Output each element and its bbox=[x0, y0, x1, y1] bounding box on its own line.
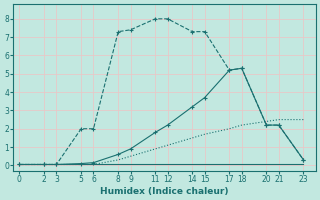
X-axis label: Humidex (Indice chaleur): Humidex (Indice chaleur) bbox=[100, 187, 229, 196]
